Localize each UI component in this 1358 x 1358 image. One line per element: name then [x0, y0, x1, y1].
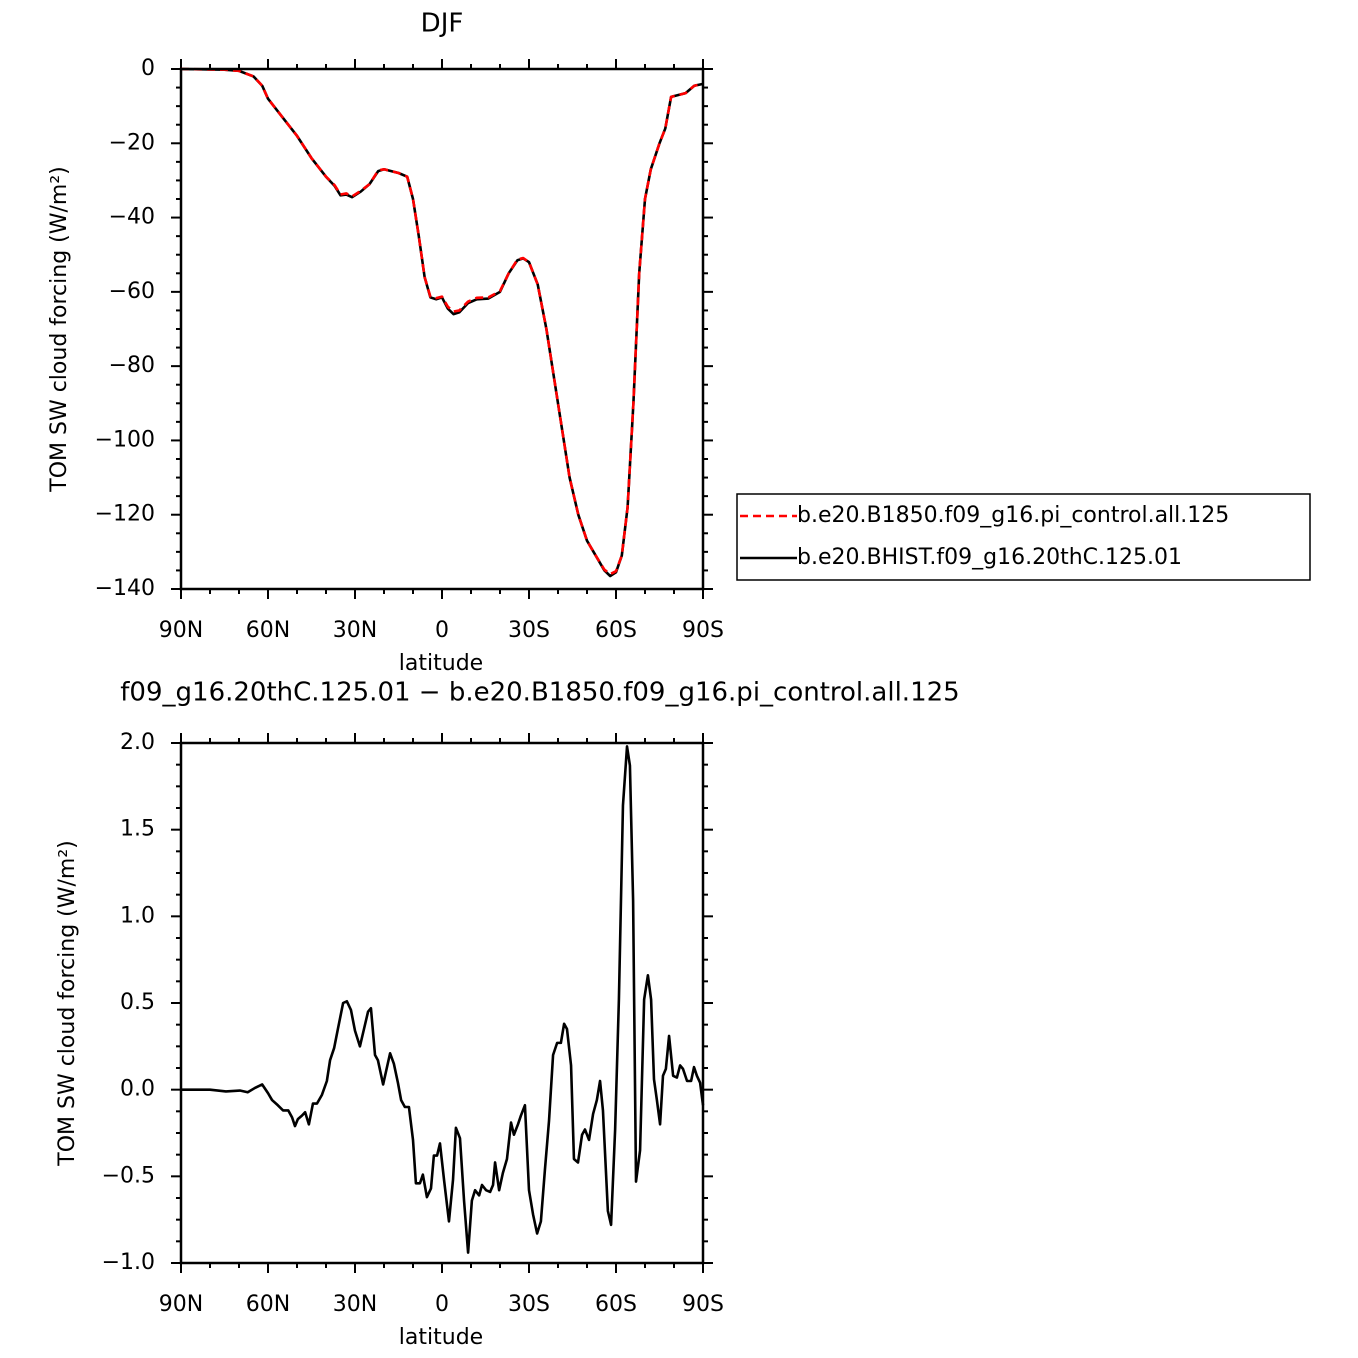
- chart-title: DJF: [421, 9, 464, 39]
- series-line: [180, 67, 704, 576]
- legend-label: b.e20.BHIST.f09_g16.20thC.125.01: [797, 545, 1182, 570]
- x-tick-label: 60N: [246, 618, 290, 643]
- y-tick-label: 1.0: [120, 903, 155, 928]
- x-tick-label: 90S: [682, 618, 724, 643]
- x-tick-label: 30N: [333, 1292, 377, 1317]
- legend-label: b.e20.B1850.f09_g16.pi_control.all.125: [797, 503, 1229, 528]
- x-tick-label: 60N: [246, 1292, 290, 1317]
- chart-title: f09_g16.20thC.125.01 − b.e20.B1850.f09_g…: [120, 678, 959, 708]
- y-tick-label: −120: [95, 502, 155, 527]
- y-axis-label: TOM SW cloud forcing (W/m²): [47, 166, 72, 492]
- y-tick-label: −0.5: [102, 1163, 155, 1188]
- x-tick-label: 30S: [508, 1292, 550, 1317]
- y-axis-label: TOM SW cloud forcing (W/m²): [55, 840, 80, 1166]
- y-tick-label: 0.0: [120, 1077, 155, 1102]
- x-tick-label: 30N: [333, 618, 377, 643]
- y-tick-label: −1.0: [102, 1250, 155, 1275]
- y-tick-label: 2.0: [120, 730, 155, 755]
- x-tick-label: 60S: [595, 1292, 637, 1317]
- legend-box: [736, 493, 1311, 581]
- y-tick-label: −100: [95, 427, 155, 452]
- x-tick-label: 0: [435, 618, 449, 643]
- x-tick-label: 60S: [595, 618, 637, 643]
- y-tick-label: 0: [141, 56, 155, 81]
- y-tick-label: −80: [109, 353, 155, 378]
- y-tick-label: −140: [95, 576, 155, 601]
- plot-frame: [179, 741, 705, 1265]
- x-tick-label: 90S: [682, 1292, 724, 1317]
- y-tick-label: −20: [109, 130, 155, 155]
- series-line: [180, 67, 704, 578]
- x-tick-label: 0: [435, 1292, 449, 1317]
- plot-frame: [179, 67, 705, 591]
- y-tick-label: 1.5: [120, 817, 155, 842]
- x-axis-label: latitude: [399, 1325, 483, 1350]
- x-axis-label: latitude: [399, 651, 483, 676]
- data-line: [181, 745, 705, 1254]
- x-tick-label: 90N: [159, 1292, 203, 1317]
- x-tick-label: 90N: [159, 618, 203, 643]
- y-tick-label: −40: [109, 205, 155, 230]
- y-tick-label: 0.5: [120, 990, 155, 1015]
- y-tick-label: −60: [109, 279, 155, 304]
- x-tick-label: 30S: [508, 618, 550, 643]
